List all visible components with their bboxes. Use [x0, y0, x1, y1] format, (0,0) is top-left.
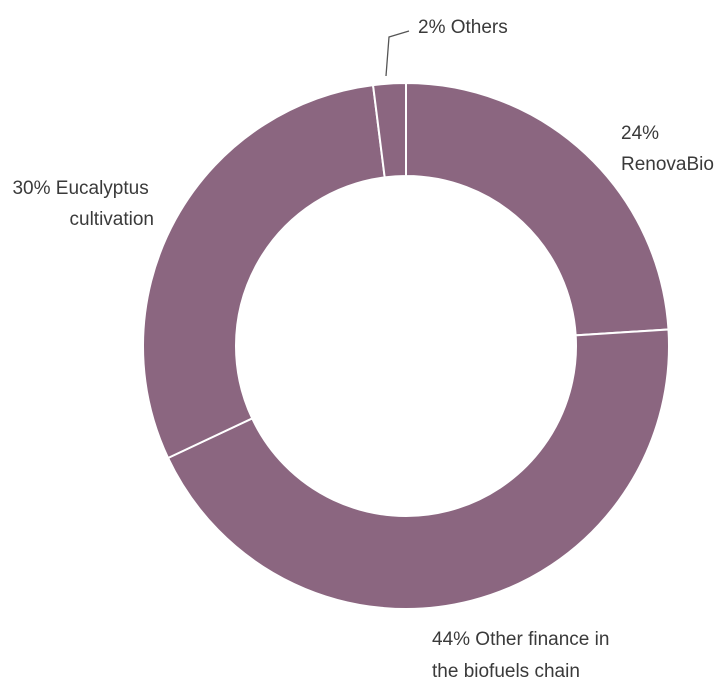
donut-slice-other-finance: [166, 328, 670, 610]
others-leader-line: [385, 30, 410, 77]
slice-label-others: 2% Others: [418, 17, 508, 38]
slice-labels: 24% RenovaBio 44% Other finance in the b…: [12, 17, 713, 682]
donut-slices: [142, 81, 670, 610]
donut-slice-others: [371, 81, 407, 179]
donut-slice-eucalyptus: [142, 83, 386, 460]
slice-label-other-finance: 44% Other finance in the biofuels chain: [432, 629, 615, 682]
donut-slice-renovabio: [405, 81, 670, 337]
slice-label-renovabio: 24% RenovaBio: [621, 123, 714, 175]
slice-label-eucalyptus: 30% Eucalyptus cultivation: [12, 178, 154, 230]
